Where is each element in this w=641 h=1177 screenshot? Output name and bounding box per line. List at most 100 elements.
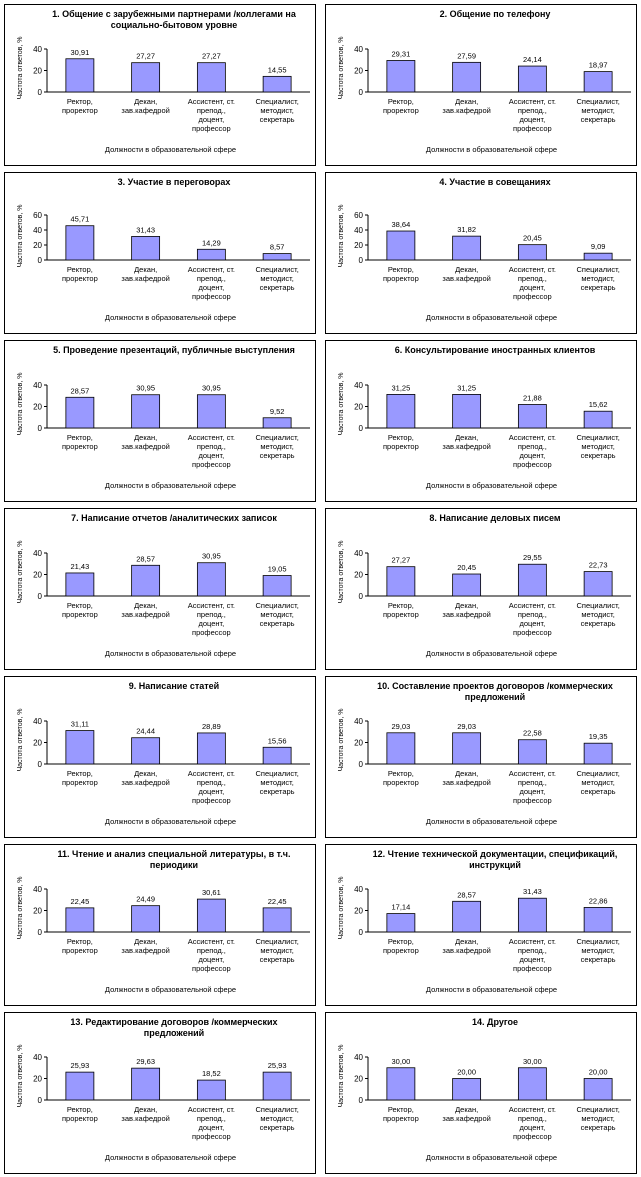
- x-tick-label-line: Ассистент, ст.: [509, 433, 556, 442]
- x-tick-label-line: Декан,: [455, 601, 478, 610]
- bar: [196, 562, 226, 597]
- y-tick-label: 0: [38, 928, 43, 937]
- y-axis-title: Частота ответов, %: [338, 541, 345, 604]
- x-tick-label-line: Декан,: [134, 97, 157, 106]
- x-tick-label-line: проректор: [62, 610, 98, 619]
- chart-title: 3. Участие в переговорах: [117, 177, 231, 187]
- data-label: 22,58: [523, 729, 542, 738]
- x-tick-label-line: профессор: [192, 460, 231, 469]
- x-tick-label-line: методист,: [260, 778, 293, 787]
- x-tick-label-line: секретарь: [260, 787, 295, 796]
- x-tick-label-line: проректор: [383, 274, 419, 283]
- x-tick-label: Ректор, проректор: [62, 601, 98, 619]
- x-tick-label: Декан, зав.кафедрой: [121, 769, 169, 787]
- bar-chart: Частота ответов, % 0 20 40 30,00 Ректор, проре…: [338, 1045, 631, 1162]
- data-label: 31,82: [457, 225, 476, 234]
- bar-chart: Частота ответов, % 0 20 40 21,43 Ректор, проре…: [17, 541, 310, 658]
- x-tick-label-line: секретарь: [581, 955, 616, 964]
- y-tick-label: 20: [33, 739, 42, 748]
- x-tick-label-line: проректор: [62, 274, 98, 283]
- x-tick-label-line: секретарь: [260, 115, 295, 124]
- data-label: 31,11: [71, 720, 89, 729]
- y-tick-label: 40: [33, 45, 42, 54]
- y-tick-label: 20: [33, 241, 42, 250]
- x-tick-label-line: проректор: [62, 442, 98, 451]
- y-tick-label: 0: [359, 256, 364, 265]
- data-label: 27,27: [202, 52, 221, 61]
- y-tick-label: 20: [33, 67, 42, 76]
- data-label: 22,73: [589, 561, 608, 570]
- bar: [583, 252, 613, 261]
- bar: [262, 75, 292, 93]
- x-tick-label-line: доцент,: [519, 283, 545, 292]
- x-tick-label: Ассистент, ст. препод., доцент, профессор: [188, 433, 235, 469]
- x-axis-title: Должности в образовательной сфере: [426, 985, 557, 994]
- y-tick-label: 20: [33, 403, 42, 412]
- bar: [452, 394, 482, 429]
- data-label: 30,61: [202, 888, 221, 897]
- bar: [131, 62, 161, 93]
- bar-chart: Частота ответов, % 0 20 40 29,03 Ректор, проре…: [338, 709, 631, 826]
- x-tick-label-line: доцент,: [519, 955, 545, 964]
- x-axis-title: Должности в образовательной сфере: [426, 481, 557, 490]
- bar: [517, 65, 547, 93]
- x-tick-label-line: зав.кафедрой: [442, 946, 490, 955]
- x-tick-label-line: Ректор,: [388, 265, 414, 274]
- bar: [386, 230, 416, 261]
- x-tick-label-line: секретарь: [260, 955, 295, 964]
- y-tick-label: 20: [354, 1075, 363, 1084]
- y-tick-label: 40: [354, 549, 363, 558]
- x-tick-label-line: Ректор,: [67, 1105, 93, 1114]
- bar: [131, 394, 161, 429]
- x-tick-label-line: Специалист,: [576, 937, 619, 946]
- data-label: 14,29: [202, 238, 221, 247]
- x-tick-label: Специалист, методист, секретарь: [255, 769, 298, 796]
- chart-title: 1. Общение с зарубежными партнерами /кол…: [52, 9, 296, 30]
- x-tick-label-line: препод.,: [518, 778, 547, 787]
- bar: [131, 1067, 161, 1101]
- bar: [65, 572, 95, 597]
- x-tick-label-line: препод.,: [518, 946, 547, 955]
- x-tick-label-line: Специалист,: [255, 433, 298, 442]
- data-label: 21,43: [70, 562, 89, 571]
- bar: [583, 410, 613, 429]
- data-label: 38,64: [391, 220, 410, 229]
- x-tick-label: Специалист, методист, секретарь: [255, 97, 298, 124]
- bar: [262, 907, 292, 933]
- x-tick-label: Декан, зав.кафедрой: [121, 1105, 169, 1123]
- y-axis-title: Частота ответов, %: [17, 877, 24, 940]
- x-tick-label-line: проректор: [62, 778, 98, 787]
- x-tick-label-line: проректор: [383, 610, 419, 619]
- y-tick-label: 40: [354, 226, 363, 235]
- bar: [196, 732, 226, 765]
- chart-panel: Частота ответов, % 0 20 40 25,93 Ректор, проре…: [4, 1012, 316, 1174]
- x-tick-label-line: проректор: [383, 442, 419, 451]
- x-tick-label-line: Ассистент, ст.: [509, 1105, 556, 1114]
- x-tick-label: Декан, зав.кафедрой: [121, 97, 169, 115]
- chart-title: 2. Общение по телефону: [439, 9, 551, 19]
- chart-title: 6. Консультирование иностранных клиентов: [394, 345, 596, 355]
- x-tick-label: Декан, зав.кафедрой: [121, 265, 169, 283]
- y-tick-label: 60: [33, 211, 42, 220]
- x-tick-label-line: методист,: [260, 1114, 293, 1123]
- x-tick-label-line: методист,: [581, 610, 614, 619]
- data-label: 9,52: [270, 407, 285, 416]
- y-tick-label: 40: [354, 381, 363, 390]
- x-tick-label: Специалист, методист, секретарь: [255, 265, 298, 292]
- x-tick-label-line: зав.кафедрой: [121, 1114, 169, 1123]
- y-axis-title: Частота ответов, %: [338, 37, 345, 100]
- chart-title: 10. Составление проектов договоров /комм…: [377, 681, 613, 702]
- x-tick-label-line: Специалист,: [576, 265, 619, 274]
- bar: [386, 732, 416, 765]
- x-tick-label: Специалист, методист, секретарь: [576, 265, 619, 292]
- x-tick-label-line: методист,: [260, 946, 293, 955]
- bar: [131, 737, 161, 765]
- bar-chart: Частота ответов, % 0 20 40 29,31 Ректор, проре…: [338, 37, 631, 154]
- x-tick-label-line: секретарь: [581, 619, 616, 628]
- x-tick-label-line: зав.кафедрой: [442, 274, 490, 283]
- x-tick-label: Декан, зав.кафедрой: [121, 433, 169, 451]
- x-tick-label-line: методист,: [581, 946, 614, 955]
- x-tick-label-line: профессор: [513, 796, 552, 805]
- data-label: 9,09: [591, 242, 606, 251]
